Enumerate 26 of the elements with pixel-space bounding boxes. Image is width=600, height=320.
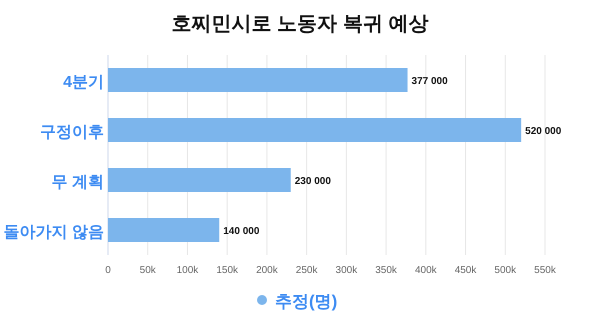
x-tick-label: 0 [105,265,112,276]
x-tick-label: 100k [176,265,200,276]
data-label: 520 000 [525,126,562,137]
chart-title: 호찌민시로 노동자 복귀 예상 [172,13,428,35]
x-tick-label: 150k [216,265,240,276]
y-tick-label: 4분기 [63,74,104,91]
bar [108,168,291,192]
y-tick-label: 무 계획 [52,174,104,191]
x-tick-label: 550k [534,265,557,276]
bar [108,68,408,92]
data-label: 140 000 [223,226,260,237]
bar [108,118,522,142]
y-tick-label: 구정이후 [40,124,104,141]
x-tick-label: 250k [296,265,318,276]
data-label: 377 000 [412,76,448,87]
x-tick-label: 200k [256,265,279,276]
x-tick-label: 400k [414,265,438,276]
bar [108,218,220,242]
legend-label: 추정(명) [275,292,338,311]
y-tick-label: 돌아가지 않음 [4,224,104,241]
x-tick-label: 50k [140,265,157,276]
x-tick-label: 450k [454,265,478,276]
x-tick-label: 500k [494,265,518,276]
x-tick-label: 350k [375,265,398,276]
data-label: 230 000 [294,176,332,187]
x-tick-label: 300k [336,265,358,276]
